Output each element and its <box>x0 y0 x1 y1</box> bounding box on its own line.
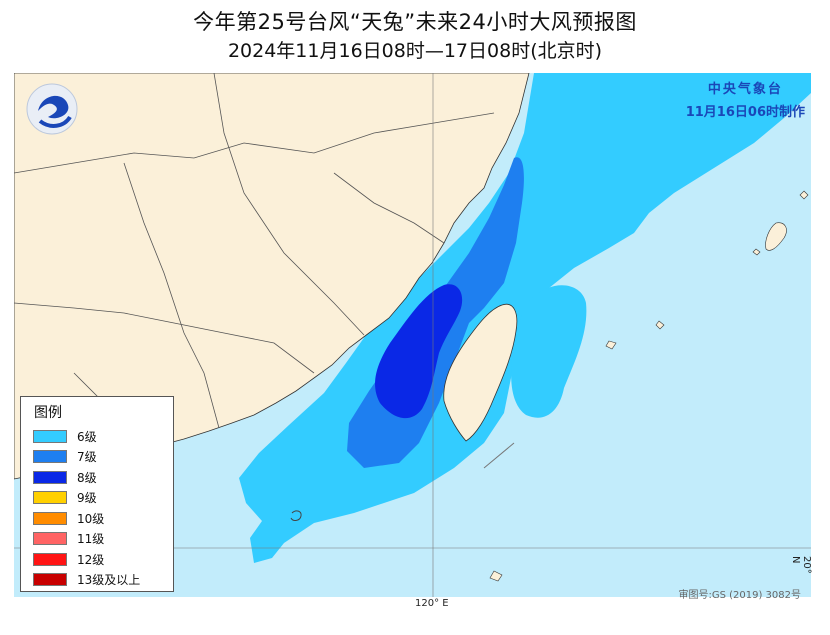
issue-time: 11月16日06时制作 <box>685 105 805 120</box>
legend-swatch <box>33 450 67 464</box>
island <box>765 222 787 251</box>
legend-swatch <box>33 429 67 443</box>
map-subtitle: 2024年11月16日08时—17日08时(北京时) <box>227 40 603 62</box>
legend-swatch <box>33 552 67 566</box>
legend-swatch <box>33 573 67 587</box>
legend-title: 图例 <box>34 405 62 421</box>
legend-item: 13级及以上 <box>33 570 173 591</box>
cma-logo <box>26 83 78 135</box>
legend-swatch <box>33 532 67 546</box>
island <box>752 248 761 256</box>
typhoon-track <box>483 442 515 469</box>
map-title: 今年第25号台风“天兔”未来24小时大风预报图 <box>193 10 637 34</box>
latitude-label: 20° N <box>790 556 812 574</box>
legend-item: 10级 <box>33 508 173 529</box>
island <box>799 190 809 200</box>
legend-item: 6级 <box>33 426 173 447</box>
typhoon-symbol <box>290 510 302 521</box>
legend-swatch <box>33 491 67 505</box>
approval-number: 审图号:GS (2019) 3082号 <box>678 590 801 601</box>
legend-item: 7级 <box>33 447 173 468</box>
legend-item: 9级 <box>33 488 173 509</box>
island <box>605 340 617 350</box>
legend-item: 12级 <box>33 549 173 570</box>
wind-zone-8 <box>375 284 463 419</box>
island <box>655 320 665 330</box>
legend-swatch <box>33 470 67 484</box>
longitude-label: 120° E <box>415 598 449 609</box>
issuer-block: 中央气象台 11月16日06时制作 <box>686 78 805 120</box>
legend-item: 11级 <box>33 529 173 550</box>
legend: 图例 6级 7级 8级 9级 10级 11级 12级 13级及以上 <box>20 396 174 592</box>
island <box>489 570 503 582</box>
legend-item: 8级 <box>33 467 173 488</box>
province-borders <box>14 73 495 444</box>
issuer-name: 中央气象台 <box>707 82 783 97</box>
taiwan-island <box>443 303 518 442</box>
legend-swatch <box>33 511 67 525</box>
wind-zone-6-east <box>511 285 587 418</box>
